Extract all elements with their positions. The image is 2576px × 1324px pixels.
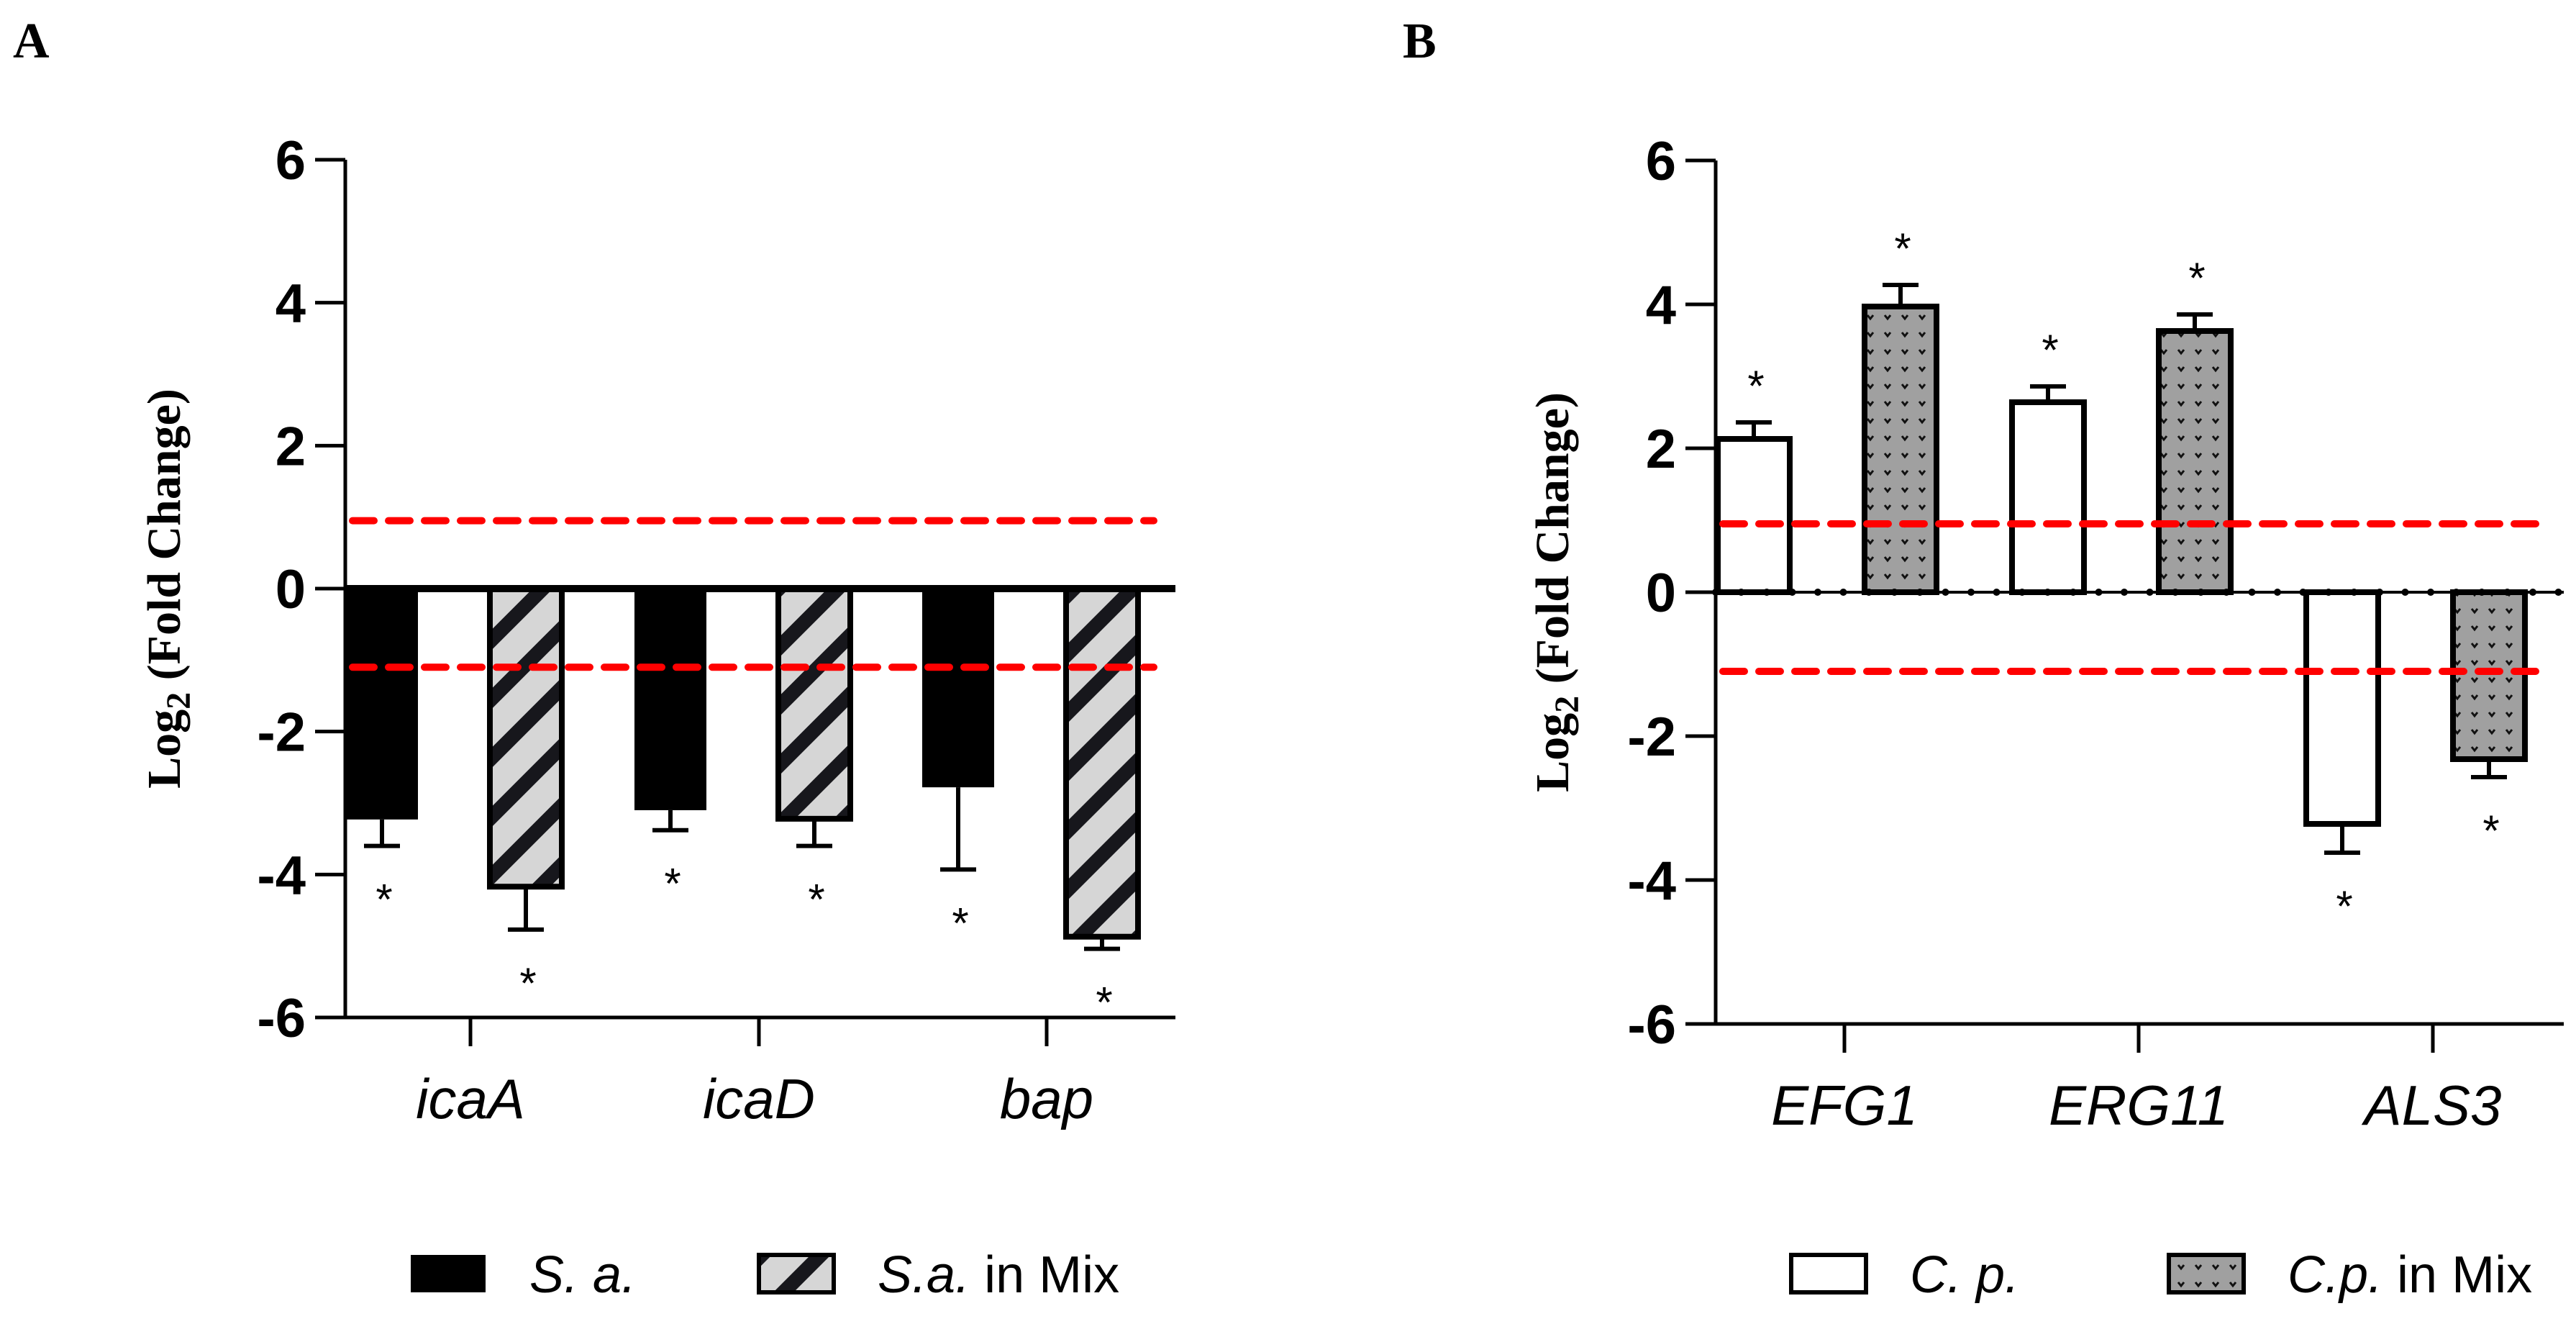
y-tick-label: 6 [276, 130, 306, 191]
zero-line-dot [2044, 589, 2052, 596]
legend-label: C. p. [1910, 1246, 2019, 1304]
bar [2009, 399, 2087, 595]
legend-swatch [411, 1255, 486, 1292]
significance-marker: * [1096, 979, 1112, 1027]
zero-line-dot [1788, 589, 1796, 596]
zero-line-dot [1890, 589, 1898, 596]
significance-marker: * [808, 876, 824, 924]
zero-line-dot [2427, 589, 2434, 596]
bar [346, 589, 418, 820]
significance-marker: * [2188, 254, 2205, 302]
zero-line-dot [1737, 589, 1745, 596]
legend-swatch [757, 1253, 836, 1294]
legend-swatch [1789, 1253, 1868, 1294]
x-tick-label: icaD [703, 1067, 815, 1130]
y-tick-label: 4 [276, 273, 306, 335]
zero-line-dot [2121, 589, 2128, 596]
significance-marker: * [664, 860, 681, 908]
y-tick-label: 0 [276, 559, 306, 620]
panel-label-a: A [13, 14, 50, 69]
zero-line-dot [1967, 589, 1975, 596]
significance-marker: * [1894, 225, 1911, 273]
significance-marker: * [376, 876, 392, 924]
bar [775, 586, 853, 822]
x-tick-label: ALS3 [2362, 1074, 2502, 1137]
significance-marker: * [519, 959, 536, 1007]
y-axis-label: Log2 (Fold Change) [1526, 392, 1586, 792]
y-tick-label: -6 [257, 988, 306, 1049]
zero-line-dot [2376, 589, 2383, 596]
y-tick-label: 6 [1646, 131, 1676, 192]
x-tick-label: EFG1 [1771, 1074, 1918, 1137]
zero-line-dot [1814, 589, 1821, 596]
x-tick-label: icaA [416, 1067, 525, 1130]
bar [922, 589, 994, 788]
y-tick-label: -2 [257, 702, 306, 763]
zero-line-dot [1712, 589, 1719, 596]
zero-line-dot [2299, 589, 2307, 596]
significance-marker: * [2042, 326, 2058, 374]
zero-line-dot [1993, 589, 2001, 596]
zero-line-dot [2274, 589, 2281, 596]
zero-line-dot [2095, 589, 2103, 596]
zero-line-dot [2350, 589, 2358, 596]
bar [487, 586, 565, 890]
zero-line-dot [2248, 589, 2256, 596]
x-tick-label: ERG11 [2049, 1074, 2229, 1137]
significance-marker: * [1747, 362, 1764, 410]
bar [1862, 304, 1939, 595]
panel-a-chart: -6 -4 -2 0 2 4 6 icaA icaD bap Log2 (Fold Change) *… [138, 130, 1175, 1304]
y-tick-label: 4 [1646, 275, 1676, 336]
significance-marker: * [2336, 882, 2352, 930]
y-tick-label: 2 [1646, 419, 1676, 480]
bar [1715, 436, 1793, 595]
legend-swatch [2167, 1253, 2246, 1294]
bar [634, 589, 706, 810]
legend-label: S.a. in Mix [878, 1246, 1119, 1304]
y-tick-label: -4 [1627, 851, 1676, 912]
y-tick-label: 2 [276, 416, 306, 477]
significance-marker: * [952, 899, 968, 947]
y-tick-label: -6 [1627, 994, 1676, 1056]
zero-line-dot [2197, 589, 2205, 596]
legend-label: S. a. [529, 1246, 636, 1304]
y-tick-label: -4 [257, 845, 306, 906]
bar [2450, 589, 2528, 762]
panel-label-b: B [1403, 14, 1437, 69]
zero-line-dot [2070, 589, 2077, 596]
bar [2156, 328, 2234, 595]
legend-label: C.p. in Mix [2288, 1246, 2532, 1304]
zero-line-dot [2401, 589, 2409, 596]
x-tick-label: bap [1000, 1067, 1093, 1130]
zero-line-dot [1942, 589, 1949, 596]
zero-line-dot [2452, 589, 2460, 596]
zero-line-dot [2223, 589, 2230, 596]
zero-line-dot [2529, 589, 2536, 596]
zero-line-dot [1839, 589, 1847, 596]
panel-b-chart: -6 -4 -2 0 2 4 6 EFG1 ERG11 ALS3 Log2 (Fold Change… [1526, 131, 2564, 1304]
y-axis-label: Log2 (Fold Change) [138, 389, 198, 789]
y-tick-label: -2 [1627, 707, 1676, 768]
zero-line-dot [2554, 589, 2562, 596]
zero-line-dot [2172, 589, 2179, 596]
zero-line-dot [1763, 589, 1770, 596]
significance-marker: * [2482, 807, 2499, 855]
zero-line-dot [1916, 589, 1924, 596]
y-tick-label: 0 [1646, 563, 1676, 624]
zero-line-dot [2478, 589, 2485, 596]
zero-line-dot [2325, 589, 2332, 596]
zero-line-dot [2019, 589, 2026, 596]
zero-line-dot [1865, 589, 1872, 596]
bar [2303, 589, 2381, 827]
bar [1063, 586, 1141, 940]
zero-line-dot [2503, 589, 2511, 596]
zero-line-dot [2146, 589, 2154, 596]
